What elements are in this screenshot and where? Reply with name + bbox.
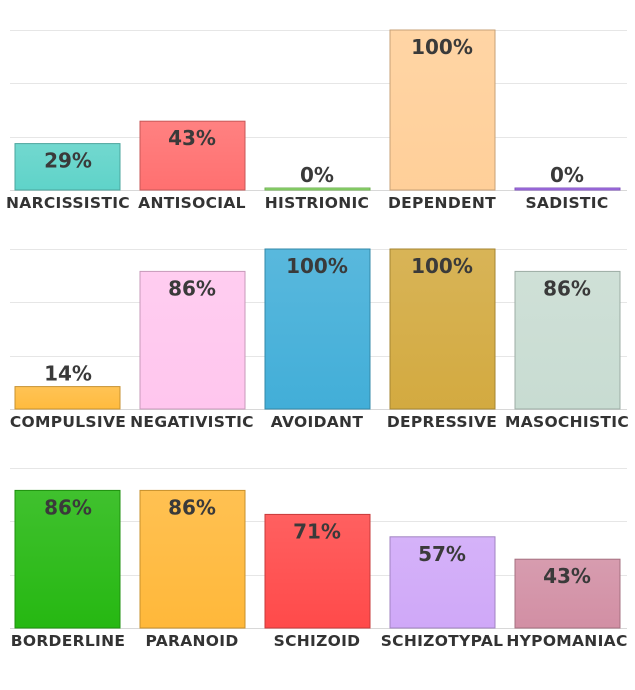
value-label-paranoid: 86% — [168, 495, 216, 519]
bar-avoidant — [264, 248, 371, 410]
chart-panel-1: 29% NARCISSISTIC 43% ANTISOCIAL 0% HISTRIONIC… — [6, 29, 627, 212]
value-label-negativistic: 86% — [168, 276, 216, 300]
chart-panel-2: 14% COMPULSIVE 86% NEGATIVISTIC 100% AVOIDANT… — [10, 248, 629, 431]
category-label-schizotypal: SCHIZOTYPAL — [381, 632, 504, 650]
bar-hypomaniac — [514, 558, 621, 629]
category-label-schizoid: SCHIZOID — [274, 632, 361, 650]
bar-schizoid — [264, 513, 371, 629]
category-label-dependent: DEPENDENT — [388, 194, 496, 212]
category-label-histrionic: HISTRIONIC — [265, 194, 369, 212]
category-label-borderline: BORDERLINE — [11, 632, 126, 650]
category-label-sadistic: SADISTIC — [525, 194, 608, 212]
value-label-schizoid: 71% — [293, 519, 341, 543]
bar-compulsive — [14, 386, 121, 410]
bar-dependent — [389, 29, 496, 191]
category-label-masochistic: MASOCHISTIC — [505, 413, 629, 431]
bar-borderline — [14, 489, 121, 629]
chart-panel-3: 86% BORDERLINE 86% PARANOID 71% SCHIZOID 57% SC… — [10, 468, 627, 650]
value-label-hypomaniac: 43% — [543, 564, 591, 588]
value-label-histrionic: 0% — [300, 163, 334, 187]
category-label-hypomaniac: HYPOMANIAC — [506, 632, 627, 650]
category-label-avoidant: AVOIDANT — [271, 413, 364, 431]
category-label-negativistic: NEGATIVISTIC — [130, 413, 254, 431]
value-label-schizotypal: 57% — [418, 542, 466, 566]
value-label-sadistic: 0% — [550, 163, 584, 187]
category-label-antisocial: ANTISOCIAL — [138, 194, 246, 212]
category-label-depressive: DEPRESSIVE — [387, 413, 497, 431]
value-label-avoidant: 100% — [286, 254, 348, 278]
bar-histrionic — [264, 187, 371, 191]
bar-negativistic — [139, 270, 246, 410]
category-label-narcissistic: NARCISSISTIC — [6, 194, 130, 212]
bar-paranoid — [139, 489, 246, 629]
value-label-dependent: 100% — [411, 35, 473, 59]
bar-antisocial — [139, 120, 246, 191]
value-label-depressive: 100% — [411, 254, 473, 278]
category-label-paranoid: PARANOID — [145, 632, 238, 650]
bar-depressive — [389, 248, 496, 410]
value-label-compulsive: 14% — [44, 362, 92, 386]
value-label-narcissistic: 29% — [44, 149, 92, 173]
bar-narcissistic — [14, 143, 121, 191]
category-label-compulsive: COMPULSIVE — [10, 413, 126, 431]
value-label-antisocial: 43% — [168, 126, 216, 150]
value-label-masochistic: 86% — [543, 276, 591, 300]
bar-masochistic — [514, 270, 621, 410]
bar-sadistic — [514, 187, 621, 191]
bar-schizotypal — [389, 536, 496, 629]
value-label-borderline: 86% — [44, 495, 92, 519]
